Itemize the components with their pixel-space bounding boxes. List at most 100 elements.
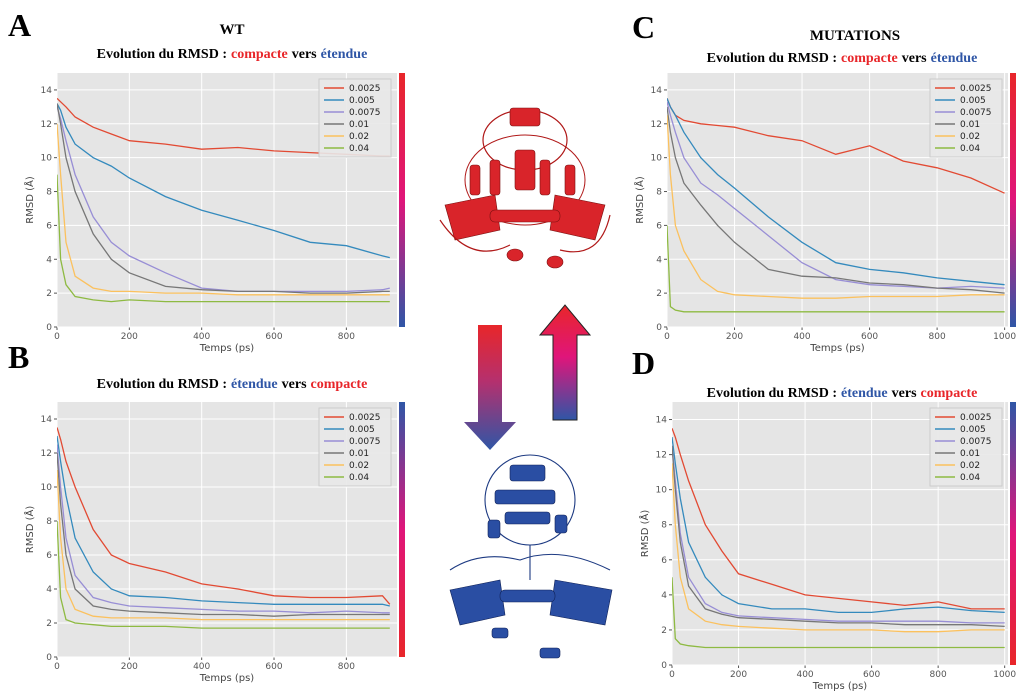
y-tick-label: 10 [651,154,663,164]
y-tick-label: 14 [651,86,663,96]
title-part: Evolution du RMSD : [97,377,227,392]
legend-label: 0.005 [960,96,986,106]
x-tick-label: 1000 [993,332,1016,342]
x-tick-label: 200 [726,332,743,342]
panel-letter: A [8,7,31,43]
y-tick-label: 12 [656,451,667,461]
x-tick-label: 200 [121,332,138,342]
y-tick-label: 6 [46,551,52,561]
y-tick-label: 8 [46,517,52,527]
series-line [672,445,1005,624]
y-tick-label: 0 [46,653,52,663]
y-tick-label: 14 [41,415,53,425]
protein-extended [449,454,613,659]
legend-label: 0.02 [960,461,980,471]
series-line [672,437,1005,614]
legend-label: 0.0025 [960,84,992,94]
title-part: Evolution du RMSD : [97,47,227,62]
y-tick-label: 2 [661,626,667,636]
y-tick-label: 4 [46,585,52,595]
x-tick-label: 200 [730,670,747,680]
legend-label: 0.0075 [349,108,381,118]
x-tick-label: 800 [338,662,355,672]
legend-label: 0.02 [349,461,369,471]
x-tick-label: 400 [796,670,813,680]
x-tick-label: 800 [930,670,947,680]
title-part: compacte [231,47,288,62]
legend-box [318,407,392,487]
y-tick-label: 8 [656,188,662,198]
legend-label: 0.005 [349,425,375,435]
series-line [672,445,1005,628]
x-tick-label: 600 [863,670,880,680]
y-tick-label: 0 [656,323,662,333]
colorbar [399,73,405,327]
panel-letter: C [632,9,655,45]
series-line [667,115,1005,299]
y-tick-label: 0 [46,323,52,333]
title-part: compacte [921,386,978,401]
series-line [672,428,1005,610]
x-tick-label: 1000 [993,670,1016,680]
x-tick-label: 0 [54,332,60,342]
legend-label: 0.01 [960,120,980,130]
arrow-up [538,304,592,421]
legend-label: 0.04 [349,144,369,154]
title-part: étendue [231,377,278,392]
panel: C MUTATIONS Evolution du RMSD : compacte ver… [632,9,1016,354]
x-axis-label: Temps (ps) [809,343,864,354]
panel: B Evolution du RMSD : étendue vers compacte 0… [8,339,405,684]
y-tick-label: 14 [656,416,668,426]
series-line [667,98,1005,194]
title-part: Evolution du RMSD : [707,51,837,66]
y-axis-label: RMSD (Å) [23,506,36,554]
x-tick-label: 600 [265,332,282,342]
y-tick-label: 8 [661,521,667,531]
legend-label: 0.0075 [960,437,992,447]
colorbar [399,402,405,657]
y-tick-label: 10 [656,486,668,496]
x-axis-label: Temps (ps) [199,343,254,354]
x-tick-label: 600 [265,662,282,672]
series-line [57,469,390,621]
title-part: étendue [931,51,978,66]
legend-label: 0.0075 [349,437,381,447]
title-part: étendue [841,386,888,401]
series-line [57,435,390,607]
legend-label: 0.0025 [349,84,381,94]
protein-compact [439,107,611,269]
transition-arrows [464,304,592,450]
series-line [667,225,1005,313]
legend-label: 0.04 [960,473,980,483]
y-tick-label: 4 [656,255,662,265]
colorbar [1010,402,1016,665]
panel-letter: B [8,339,29,375]
chart-title: Evolution du RMSD : compacte vers étendue [707,51,978,66]
series-line [672,577,1005,649]
legend-label: 0.04 [349,473,369,483]
legend-label: 0.01 [960,449,980,459]
panel: D Evolution du RMSD : étendue vers compacte 0… [632,345,1016,692]
x-tick-label: 0 [664,332,670,342]
x-tick-label: 400 [193,332,210,342]
legend-label: 0.01 [349,120,369,130]
title-part: étendue [321,47,368,62]
series-line [57,103,390,294]
chart-title: Evolution du RMSD : étendue vers compacte [97,377,368,392]
title-part: Evolution du RMSD : [707,386,837,401]
x-tick-label: 200 [121,662,138,672]
y-tick-label: 12 [41,449,52,459]
y-tick-label: 6 [661,556,667,566]
y-tick-label: 6 [656,221,662,231]
title-part: vers [892,386,917,401]
legend-box [318,78,392,158]
group-label: WT [219,22,244,38]
series-line [57,123,390,296]
legend-label: 0.005 [960,425,986,435]
legend-label: 0.0025 [960,413,992,423]
y-axis-label: RMSD (Å) [638,510,651,558]
legend-label: 0.0075 [960,108,992,118]
legend-label: 0.02 [349,132,369,142]
y-tick-label: 4 [661,591,667,601]
